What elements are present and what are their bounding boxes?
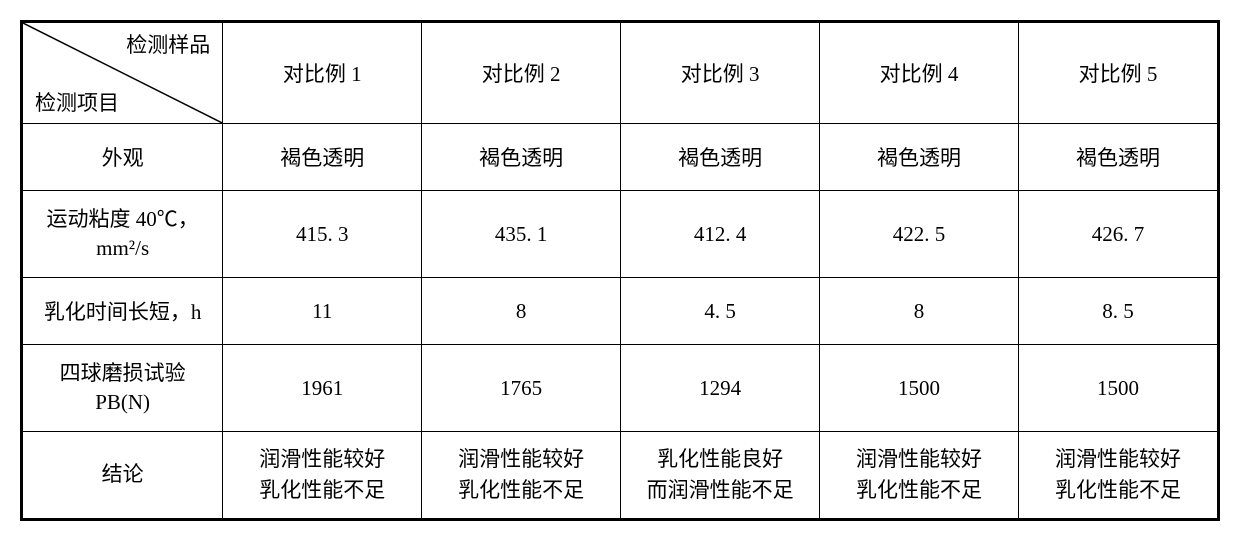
table-cell: 润滑性能较好 乳化性能不足 [1019,432,1219,520]
row-label: 乳化时间长短，h [22,278,223,345]
comparison-table-container: 检测样品 检测项目 对比例 1 对比例 2 对比例 3 对比例 4 对比例 5 … [20,20,1220,521]
row-label: 结论 [22,432,223,520]
table-cell: 415. 3 [223,191,422,278]
comparison-table: 检测样品 检测项目 对比例 1 对比例 2 对比例 3 对比例 4 对比例 5 … [20,20,1220,521]
diagonal-top-label: 检测样品 [126,29,210,59]
cell-line2: 乳化性能不足 [458,478,584,502]
table-row: 运动粘度 40℃， mm²/s 415. 3 435. 1 412. 4 422… [22,191,1219,278]
table-cell: 1765 [422,345,621,432]
table-row: 结论 润滑性能较好 乳化性能不足 润滑性能较好 乳化性能不足 乳化性能良好 而润… [22,432,1219,520]
table-cell: 1294 [621,345,820,432]
column-header: 对比例 3 [621,22,820,124]
table-cell: 润滑性能较好 乳化性能不足 [820,432,1019,520]
table-cell: 1500 [820,345,1019,432]
table-cell: 8 [422,278,621,345]
table-row: 外观 褐色透明 褐色透明 褐色透明 褐色透明 褐色透明 [22,124,1219,191]
row-label-line2: PB(N) [95,390,150,414]
cell-line2: 乳化性能不足 [259,478,385,502]
table-cell: 褐色透明 [621,124,820,191]
table-cell: 4. 5 [621,278,820,345]
row-label-line2: mm²/s [96,236,149,260]
cell-line1: 乳化性能良好 [657,447,783,471]
cell-line2: 而润滑性能不足 [647,478,794,502]
diagonal-bottom-label: 检测项目 [35,87,119,117]
table-cell: 润滑性能较好 乳化性能不足 [223,432,422,520]
table-cell: 褐色透明 [820,124,1019,191]
table-cell: 422. 5 [820,191,1019,278]
table-cell: 11 [223,278,422,345]
table-cell: 润滑性能较好 乳化性能不足 [422,432,621,520]
column-header: 对比例 2 [422,22,621,124]
diagonal-header-cell: 检测样品 检测项目 [22,22,223,124]
row-label-line1: 运动粘度 40℃， [47,207,199,231]
table-cell: 435. 1 [422,191,621,278]
table-cell: 412. 4 [621,191,820,278]
table-cell: 褐色透明 [223,124,422,191]
row-label: 四球磨损试验 PB(N) [22,345,223,432]
column-header: 对比例 1 [223,22,422,124]
column-header: 对比例 4 [820,22,1019,124]
row-label: 外观 [22,124,223,191]
column-header: 对比例 5 [1019,22,1219,124]
row-label: 运动粘度 40℃， mm²/s [22,191,223,278]
cell-line2: 乳化性能不足 [856,478,982,502]
table-cell: 褐色透明 [422,124,621,191]
table-cell: 8 [820,278,1019,345]
table-row: 四球磨损试验 PB(N) 1961 1765 1294 1500 1500 [22,345,1219,432]
cell-line2: 乳化性能不足 [1055,478,1181,502]
cell-line1: 润滑性能较好 [458,447,584,471]
table-cell: 426. 7 [1019,191,1219,278]
table-header-row: 检测样品 检测项目 对比例 1 对比例 2 对比例 3 对比例 4 对比例 5 [22,22,1219,124]
table-cell: 褐色透明 [1019,124,1219,191]
cell-line1: 润滑性能较好 [259,447,385,471]
table-row: 乳化时间长短，h 11 8 4. 5 8 8. 5 [22,278,1219,345]
table-cell: 1500 [1019,345,1219,432]
table-cell: 乳化性能良好 而润滑性能不足 [621,432,820,520]
table-cell: 8. 5 [1019,278,1219,345]
row-label-line1: 四球磨损试验 [60,361,186,385]
cell-line1: 润滑性能较好 [856,447,982,471]
table-cell: 1961 [223,345,422,432]
cell-line1: 润滑性能较好 [1055,447,1181,471]
